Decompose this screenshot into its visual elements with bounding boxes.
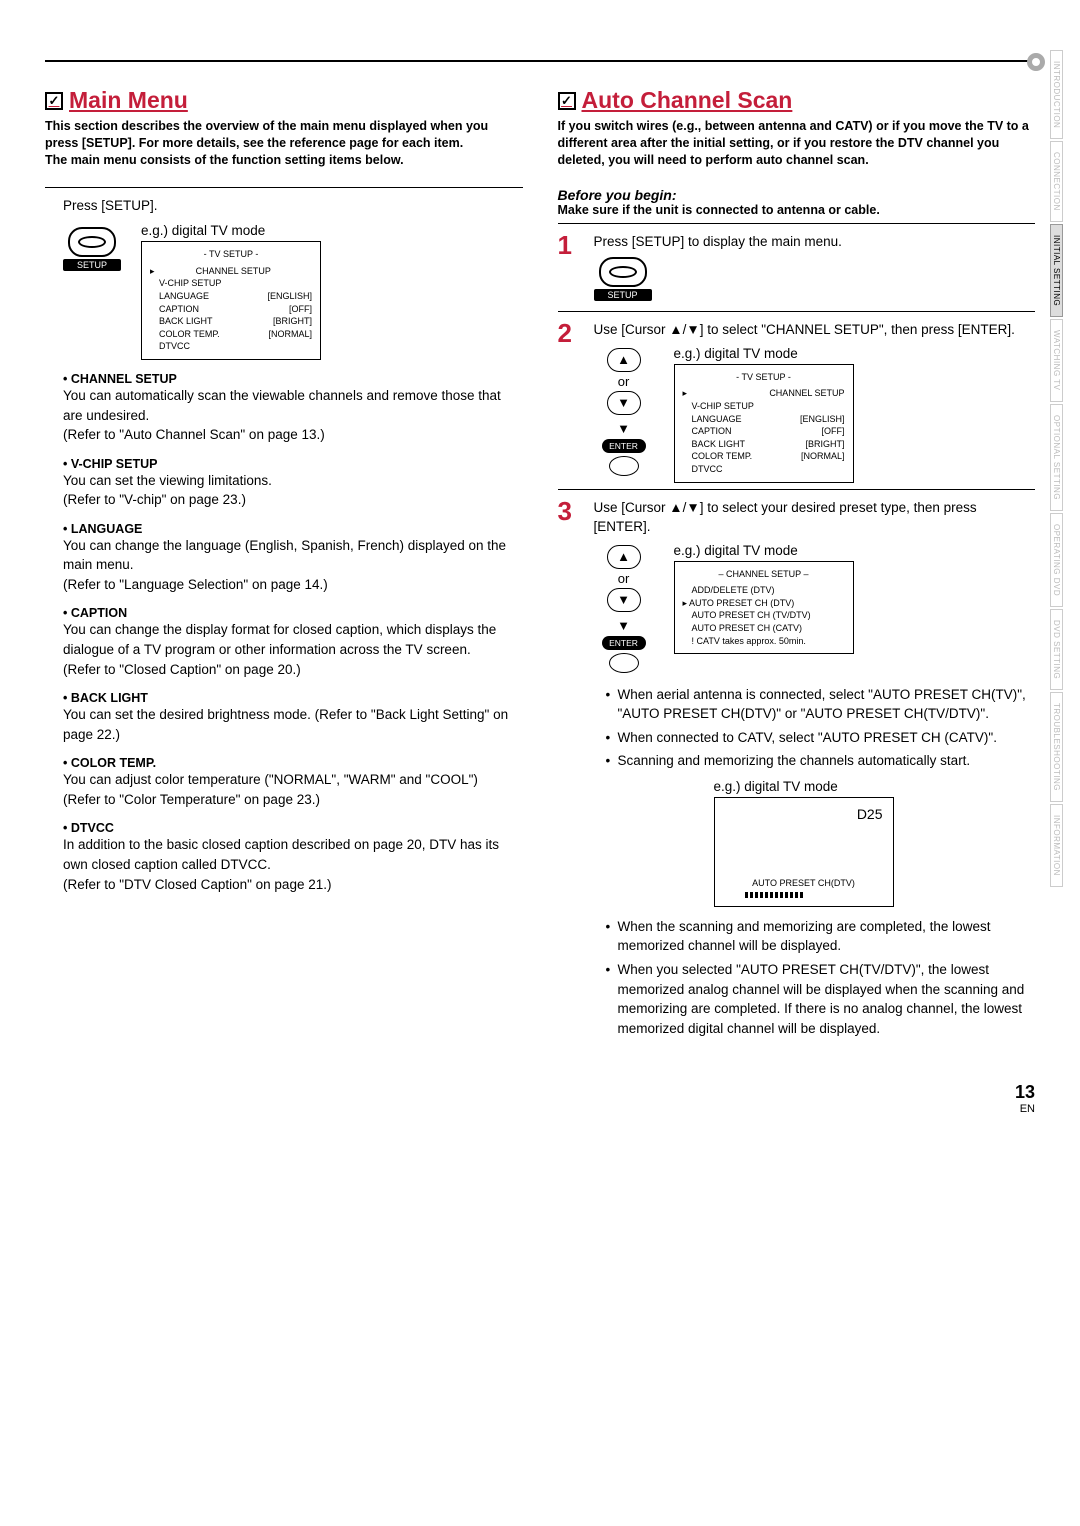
scan-progress-box: D25 AUTO PRESET CH(DTV) (714, 797, 894, 907)
tab-connection: CONNECTION (1050, 141, 1063, 222)
main-menu-intro: This section describes the overview of t… (45, 118, 523, 169)
cursor-controls: ▲ or ▼ ▼ ENTER (594, 543, 654, 675)
note-item: Scanning and memorizing the channels aut… (606, 751, 1036, 771)
menu-item-ref: (Refer to "Color Temperature" on page 23… (63, 790, 523, 810)
before-begin-sub: Make sure if the unit is connected to an… (558, 203, 1036, 217)
scan-label: AUTO PRESET CH(DTV) (715, 878, 893, 888)
note-item: When the scanning and memorizing are com… (606, 917, 1036, 956)
step-3: 3 Use [Cursor ▲/▼] to select your desire… (558, 498, 1036, 1043)
left-column: ✓ Main Menu This section describes the o… (45, 87, 523, 1042)
before-begin-heading: Before you begin: (558, 187, 1036, 203)
menu-items-list: • CHANNEL SETUPYou can automatically sca… (45, 372, 523, 894)
cursor-down-icon: ▼ (607, 391, 641, 415)
tab-watching-tv: WATCHING TV (1050, 319, 1063, 401)
or-text: or (594, 374, 654, 389)
tab-information: INFORMATION (1050, 804, 1063, 887)
enter-button-icon (609, 653, 639, 673)
step-1-text: Press [SETUP] to display the main menu. (594, 232, 1036, 252)
eg-label: e.g.) digital TV mode (141, 223, 321, 238)
eg-label: e.g.) digital TV mode (714, 779, 1036, 794)
main-menu-title: Main Menu (69, 87, 188, 114)
menu-item-ref: (Refer to "Auto Channel Scan" on page 13… (63, 425, 523, 445)
step-3-text: Use [Cursor ▲/▼] to select your desired … (594, 498, 1036, 537)
divider (558, 223, 1036, 224)
tab-troubleshooting: TROUBLESHOOTING (1050, 692, 1063, 802)
check-icon: ✓ (45, 92, 63, 110)
page-number: 13 (1015, 1082, 1035, 1102)
menu-item-heading: • V-CHIP SETUP (63, 457, 523, 471)
step-2: 2 Use [Cursor ▲/▼] to select "CHANNEL SE… (558, 320, 1036, 482)
press-setup-text: Press [SETUP]. (63, 196, 523, 216)
down-arrow-icon: ▼ (594, 421, 654, 436)
step-number-2: 2 (558, 320, 580, 346)
menu-item-ref: (Refer to "Closed Caption" on page 20.) (63, 660, 523, 680)
setup-button-label: SETUP (63, 259, 121, 271)
menu-item-ref: (Refer to "Language Selection" on page 1… (63, 575, 523, 595)
tv-setup-box: - TV SETUP - CHANNEL SETUP V-CHIP SETUP … (141, 241, 321, 360)
cursor-up-icon: ▲ (607, 545, 641, 569)
notes-list-1: When aerial antenna is connected, select… (606, 685, 1036, 771)
page-lang: EN (1020, 1103, 1035, 1115)
divider (45, 187, 523, 188)
menu-item-body: You can automatically scan the viewable … (63, 386, 523, 425)
menu-item-heading: • DTVCC (63, 821, 523, 835)
setup-button-graphic: SETUP (63, 227, 121, 271)
step-1: 1 Press [SETUP] to display the main menu… (558, 232, 1036, 306)
enter-button-label: ENTER (602, 439, 646, 453)
note-item: When connected to CATV, select "AUTO PRE… (606, 728, 1036, 748)
or-text: or (594, 571, 654, 586)
down-arrow-icon: ▼ (594, 618, 654, 633)
menu-item-body: You can change the language (English, Sp… (63, 536, 523, 575)
menu-item-ref: (Refer to "V-chip" on page 23.) (63, 490, 523, 510)
corner-circle-icon (1027, 53, 1045, 71)
menu-item-heading: • CHANNEL SETUP (63, 372, 523, 386)
tab-dvd-setting: DVD SETTING (1050, 609, 1063, 690)
menu-item-heading: • COLOR TEMP. (63, 756, 523, 770)
divider (558, 311, 1036, 312)
main-menu-heading: ✓ Main Menu (45, 87, 523, 114)
side-tabs: INTRODUCTION CONNECTION INITIAL SETTING … (1050, 50, 1072, 889)
scan-channel: D25 (857, 806, 883, 822)
menu-item-heading: • LANGUAGE (63, 522, 523, 536)
enter-button-icon (609, 456, 639, 476)
tab-introduction: INTRODUCTION (1050, 50, 1063, 139)
tab-optional-setting: OPTIONAL SETTING (1050, 404, 1063, 511)
scan-progress-bar (745, 892, 805, 898)
eg-label: e.g.) digital TV mode (674, 543, 854, 558)
cursor-down-icon: ▼ (607, 588, 641, 612)
cursor-controls: ▲ or ▼ ▼ ENTER (594, 346, 654, 478)
auto-channel-scan-heading: ✓ Auto Channel Scan (558, 87, 1036, 114)
tab-operating-dvd: OPERATING DVD (1050, 513, 1063, 607)
note-item: When you selected "AUTO PRESET CH(TV/DTV… (606, 960, 1036, 1038)
menu-item-body: You can set the desired brightness mode.… (63, 705, 523, 744)
cursor-up-icon: ▲ (607, 348, 641, 372)
step-2-text: Use [Cursor ▲/▼] to select "CHANNEL SETU… (594, 320, 1036, 340)
auto-channel-title: Auto Channel Scan (582, 87, 793, 114)
menu-item-body: In addition to the basic closed caption … (63, 835, 523, 874)
note-item: When aerial antenna is connected, select… (606, 685, 1036, 724)
top-rule (45, 60, 1035, 62)
enter-button-label: ENTER (602, 636, 646, 650)
auto-scan-intro: If you switch wires (e.g., between anten… (558, 118, 1036, 169)
channel-setup-box: – CHANNEL SETUP – ADD/DELETE (DTV) AUTO … (674, 561, 854, 655)
menu-item-heading: • CAPTION (63, 606, 523, 620)
notes-list-2: When the scanning and memorizing are com… (606, 917, 1036, 1038)
menu-item-body: You can change the display format for cl… (63, 620, 523, 659)
setup-button-graphic: SETUP (594, 257, 652, 301)
step-number-3: 3 (558, 498, 580, 524)
right-column: ✓ Auto Channel Scan If you switch wires … (558, 87, 1036, 1042)
menu-item-body: You can adjust color temperature ("NORMA… (63, 770, 523, 790)
divider (558, 489, 1036, 490)
menu-item-body: You can set the viewing limitations. (63, 471, 523, 491)
step-number-1: 1 (558, 232, 580, 258)
tab-initial-setting: INITIAL SETTING (1050, 224, 1063, 317)
page-footer: 13 EN (45, 1082, 1035, 1115)
check-icon: ✓ (558, 92, 576, 110)
tv-setup-box-2: - TV SETUP - CHANNEL SETUP V-CHIP SETUP … (674, 364, 854, 483)
menu-item-heading: • BACK LIGHT (63, 691, 523, 705)
eg-label: e.g.) digital TV mode (674, 346, 854, 361)
menu-item-ref: (Refer to "DTV Closed Caption" on page 2… (63, 875, 523, 895)
